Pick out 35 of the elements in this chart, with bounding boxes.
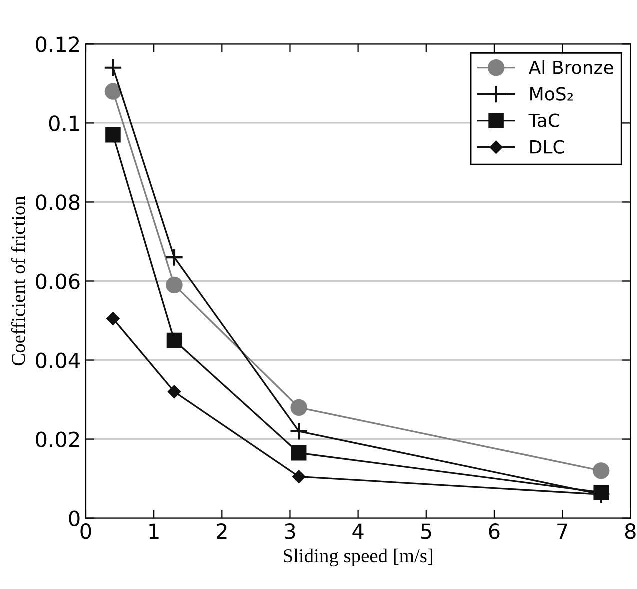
point — [104, 83, 122, 100]
x-tick-label: 7 — [558, 524, 568, 540]
x-axis-title: Sliding speed [m/s] — [284, 548, 432, 567]
point — [168, 385, 182, 398]
y-tick-label: 0.1 — [49, 116, 80, 132]
point — [593, 462, 610, 480]
legend-label: DLC — [530, 140, 564, 154]
point — [290, 422, 308, 441]
point — [106, 127, 121, 143]
point — [165, 248, 184, 267]
legend-label: Al Bronze — [528, 60, 614, 74]
point — [290, 399, 308, 416]
point — [104, 58, 123, 78]
x-tick-label: 5 — [421, 524, 432, 540]
y-tick-label: 0.02 — [36, 432, 80, 448]
y-tick-label: 0.08 — [36, 194, 80, 210]
x-tick-label: 8 — [625, 524, 636, 540]
x-tick-label: 0 — [80, 524, 92, 540]
x-tick-label: 1 — [150, 524, 159, 540]
y-tick-label: 0.12 — [36, 36, 80, 52]
y-tick-label: 0 — [69, 510, 80, 527]
y-tick-label: 0.04 — [36, 352, 80, 368]
y-tick-label: 0.06 — [36, 274, 80, 290]
point — [291, 445, 307, 461]
point — [292, 470, 306, 484]
x-tick-label: 6 — [489, 524, 500, 540]
legend-label: MoS₂ — [530, 87, 573, 101]
x-tick-label: 2 — [217, 524, 227, 540]
legend-label: TaC — [528, 114, 560, 128]
point — [106, 312, 120, 326]
x-tick-label: 3 — [285, 524, 296, 540]
x-tick-label: 4 — [352, 524, 364, 540]
point — [166, 332, 182, 348]
point — [166, 276, 183, 294]
y-axis-title: Coefficient of friction — [11, 196, 26, 366]
